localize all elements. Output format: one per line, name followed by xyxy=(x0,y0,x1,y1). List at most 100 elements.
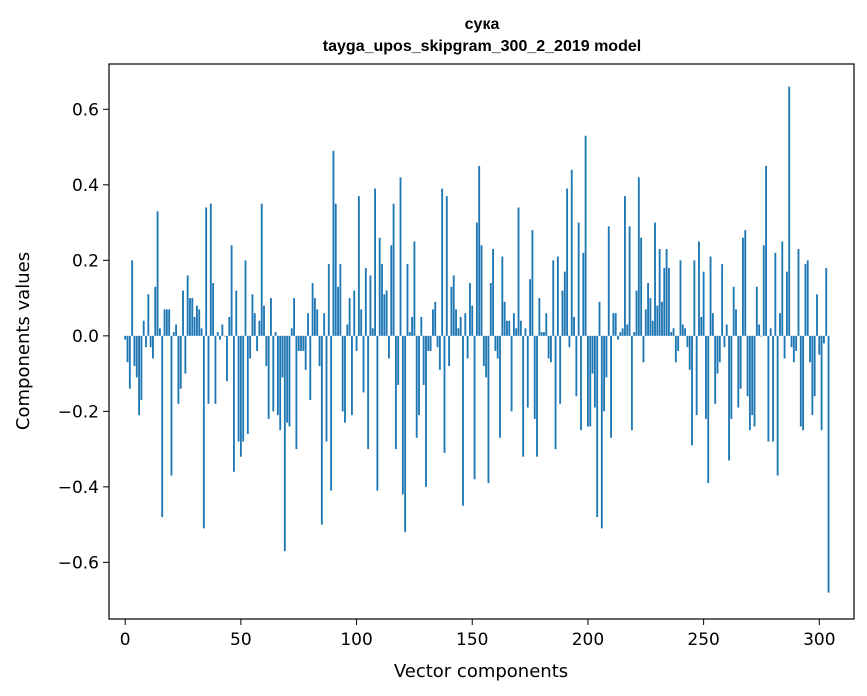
bar-198 xyxy=(582,252,585,336)
bar-53 xyxy=(246,335,249,434)
bar-89 xyxy=(330,335,333,491)
bar-39 xyxy=(214,335,217,404)
bar-206 xyxy=(600,335,603,529)
bar-150 xyxy=(471,305,474,336)
bar-37 xyxy=(209,203,212,336)
bar-277 xyxy=(765,165,768,336)
bar-230 xyxy=(656,305,659,336)
bar-123 xyxy=(408,332,411,336)
bar-3 xyxy=(131,260,134,336)
bar-161 xyxy=(496,335,499,359)
bar-213 xyxy=(617,335,619,340)
bar-239 xyxy=(677,335,680,351)
bar-191 xyxy=(566,188,569,336)
bar-242 xyxy=(684,328,687,336)
bar-236 xyxy=(670,332,673,336)
bar-163 xyxy=(501,256,504,336)
bar-246 xyxy=(693,260,696,336)
bar-160 xyxy=(494,335,497,351)
x-tick-label: 100 xyxy=(340,630,372,650)
bar-145 xyxy=(459,316,462,336)
y-axis-label: Components values xyxy=(13,252,34,430)
bar-61 xyxy=(265,335,268,367)
bar-115 xyxy=(390,245,393,336)
bar-228 xyxy=(651,320,654,336)
bar-49 xyxy=(237,335,240,442)
bar-189 xyxy=(561,290,564,336)
bar-132 xyxy=(429,335,432,351)
bar-152 xyxy=(475,222,478,336)
bar-294 xyxy=(804,264,807,336)
bar-130 xyxy=(425,335,427,487)
bar-174 xyxy=(526,335,529,408)
bar-54 xyxy=(249,335,252,359)
bar-101 xyxy=(357,196,360,336)
bar-192 xyxy=(568,335,571,348)
bar-10 xyxy=(147,294,150,336)
y-tick-label: −0.4 xyxy=(58,478,99,498)
bar-303 xyxy=(825,267,828,336)
bar-100 xyxy=(355,335,358,351)
bar-271 xyxy=(751,335,754,416)
bar-207 xyxy=(603,335,606,412)
bar-56 xyxy=(253,313,256,336)
bar-77 xyxy=(302,335,305,351)
bar-186 xyxy=(554,335,557,450)
y-tick-label: 0.2 xyxy=(72,251,99,271)
bar-128 xyxy=(420,316,423,336)
x-tick-label: 150 xyxy=(456,630,488,650)
bar-159 xyxy=(492,249,494,336)
bar-181 xyxy=(543,332,545,336)
bar-194 xyxy=(573,316,575,336)
bar-92 xyxy=(337,286,339,336)
bar-142 xyxy=(452,275,455,336)
bar-95 xyxy=(344,335,346,423)
bar-265 xyxy=(737,335,740,408)
bar-205 xyxy=(598,301,601,336)
bar-84 xyxy=(318,335,321,367)
bar-119 xyxy=(399,177,402,336)
bar-45 xyxy=(228,316,231,336)
bar-234 xyxy=(665,249,668,336)
x-tick-label: 0 xyxy=(120,630,131,650)
bar-225 xyxy=(644,309,647,336)
bar-33 xyxy=(200,328,203,336)
x-axis: 0 50 100 150 200 250 300 xyxy=(120,619,836,650)
bar-155 xyxy=(482,335,485,367)
bar-301 xyxy=(820,335,823,431)
bar-121 xyxy=(404,335,407,533)
bar-13 xyxy=(154,286,157,336)
bar-290 xyxy=(795,335,798,351)
bar-218 xyxy=(628,226,631,336)
bar-272 xyxy=(753,335,756,427)
bar-193 xyxy=(570,169,573,336)
bar-263 xyxy=(732,286,735,336)
bar-122 xyxy=(406,264,409,336)
bar-293 xyxy=(802,335,805,431)
bar-255 xyxy=(714,335,717,404)
bar-217 xyxy=(626,324,629,336)
bar-116 xyxy=(392,203,395,336)
bar-63 xyxy=(270,298,272,336)
bar-283 xyxy=(779,313,781,336)
bar-43 xyxy=(223,335,226,337)
bar-158 xyxy=(489,282,492,336)
bar-2 xyxy=(128,335,131,389)
chart-title: сука xyxy=(465,16,500,33)
bar-209 xyxy=(607,226,610,336)
bar-94 xyxy=(341,335,344,412)
bar-70 xyxy=(286,335,289,423)
bar-126 xyxy=(415,335,418,438)
bar-187 xyxy=(556,256,559,336)
bar-147 xyxy=(464,313,467,336)
bar-215 xyxy=(621,328,624,336)
bar-286 xyxy=(785,271,788,336)
bar-249 xyxy=(700,316,703,336)
bar-12 xyxy=(152,335,154,359)
bar-8 xyxy=(142,320,145,336)
bar-97 xyxy=(348,298,351,336)
bar-177 xyxy=(533,335,536,419)
bar-6 xyxy=(138,335,140,416)
bar-259 xyxy=(723,335,726,348)
